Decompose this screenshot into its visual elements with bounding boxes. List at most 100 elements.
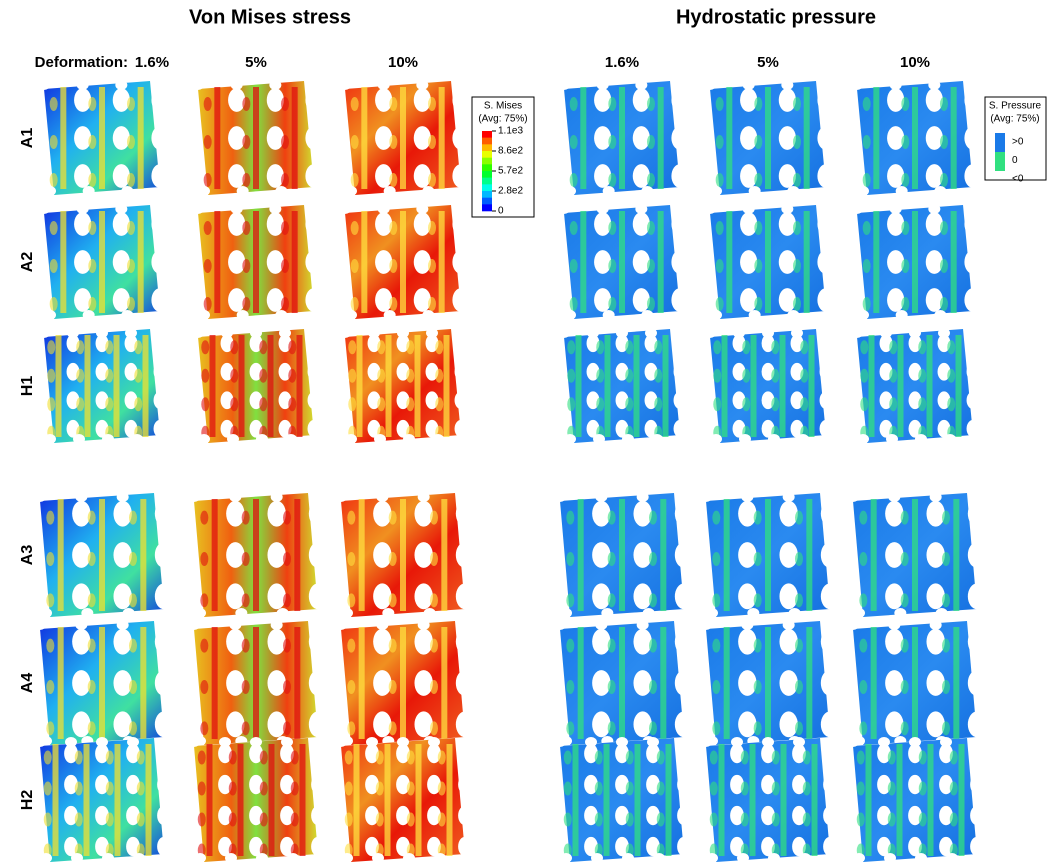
stress-spot — [657, 813, 665, 827]
simulation-image — [704, 80, 838, 196]
stress-spot — [863, 97, 871, 111]
stress-spot — [712, 680, 720, 694]
pore — [592, 629, 610, 655]
edge-notch — [826, 186, 838, 196]
stress-spot — [50, 173, 58, 187]
stress-spot — [919, 782, 927, 796]
edge-notch — [564, 310, 576, 320]
stress-spot — [438, 751, 446, 765]
stress-spot — [863, 173, 871, 187]
stress-spot — [198, 782, 206, 796]
stress-spot — [647, 135, 655, 149]
pore — [671, 126, 688, 150]
pore — [779, 629, 797, 655]
stress-spot — [75, 751, 83, 765]
stress-spot — [716, 259, 724, 273]
stress-spot — [950, 782, 958, 796]
strut — [60, 211, 66, 313]
stress-spot — [647, 221, 655, 235]
strut — [447, 744, 453, 856]
edge-notch — [973, 434, 985, 444]
edge-notch — [318, 608, 330, 618]
edge-notch — [700, 492, 712, 502]
edge-notch — [455, 204, 467, 214]
pore — [817, 288, 834, 312]
stress-spot — [283, 680, 291, 694]
pore — [309, 542, 327, 568]
simulation-image — [851, 80, 985, 196]
pore — [228, 250, 245, 274]
stress-spot — [647, 297, 655, 311]
stress-spot — [428, 135, 436, 149]
pore — [113, 629, 131, 655]
pore — [677, 775, 691, 794]
strut — [354, 744, 360, 856]
colorbar-band — [482, 144, 492, 151]
pore — [151, 250, 168, 274]
stress-spot — [242, 552, 250, 566]
pore — [72, 670, 90, 696]
edge-notch — [783, 620, 795, 630]
edge-notch — [285, 434, 297, 444]
simulation-image — [34, 620, 176, 746]
edge-notch — [967, 80, 979, 90]
edge-notch — [227, 434, 239, 444]
pore — [779, 212, 796, 236]
pore — [817, 88, 834, 112]
pore — [633, 583, 651, 609]
edge-notch — [459, 492, 471, 502]
stress-spot — [88, 173, 96, 187]
edge-notch — [154, 328, 166, 338]
stress-spot — [347, 593, 355, 607]
pore — [452, 288, 469, 312]
stress-spot — [283, 552, 291, 566]
stress-spot — [654, 369, 662, 383]
edge-notch — [44, 434, 56, 444]
edge-notch — [593, 434, 605, 444]
stress-spot — [860, 397, 868, 411]
pore — [926, 670, 944, 696]
pore — [151, 288, 168, 312]
pore — [228, 126, 245, 150]
colorbar-label: >0 — [1012, 137, 1024, 148]
stress-spot — [88, 552, 96, 566]
colorbar-label: 8.6e2 — [498, 146, 523, 157]
stress-spot — [947, 340, 955, 354]
pore — [594, 164, 611, 188]
stress-spot — [608, 97, 616, 111]
pore — [633, 670, 651, 696]
stress-spot — [901, 135, 909, 149]
column-header: 1.6% — [135, 54, 169, 71]
simulation-image — [847, 492, 989, 618]
pore — [414, 670, 432, 696]
stress-spot — [863, 297, 871, 311]
edge-notch — [888, 492, 900, 502]
edge-notch — [158, 620, 170, 630]
stress-spot — [567, 340, 575, 354]
edge-notch — [938, 328, 950, 338]
pore — [72, 711, 90, 737]
stress-spot — [901, 97, 909, 111]
edge-notch — [678, 737, 690, 747]
stress-spot — [75, 813, 83, 827]
stress-spot — [389, 552, 397, 566]
edge-notch — [824, 620, 836, 630]
pore — [970, 806, 984, 825]
pore — [740, 88, 757, 112]
pore — [414, 164, 431, 188]
edge-notch — [603, 310, 615, 320]
pore — [151, 164, 168, 188]
edge-notch — [684, 608, 696, 618]
pore — [414, 542, 432, 568]
strut — [726, 211, 732, 313]
edge-notch — [971, 737, 983, 747]
pore — [113, 88, 130, 112]
edge-notch — [637, 620, 649, 630]
edge-notch — [616, 328, 628, 338]
stress-spot — [260, 813, 268, 827]
colorbar-label: <0 — [1012, 174, 1024, 185]
edge-notch — [75, 620, 87, 630]
pore — [968, 542, 986, 568]
stress-spot — [435, 397, 443, 411]
stress-spot — [942, 593, 950, 607]
